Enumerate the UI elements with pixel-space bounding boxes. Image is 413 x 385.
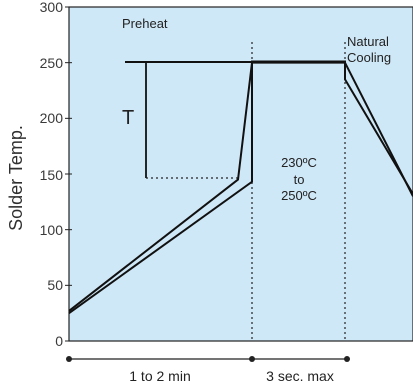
plot-area [65, 6, 413, 342]
series-profile-lower [68, 61, 413, 312]
temperature-range-line1: 230ºC [281, 155, 317, 170]
y-tick-labels: 0 50 100 150 200 250 300 [40, 0, 64, 349]
preheat-label: Preheat [122, 16, 168, 31]
y-tick-200: 200 [40, 110, 64, 126]
time-axis-end-dot [344, 356, 350, 362]
temperature-range-line3: 250ºC [281, 188, 317, 203]
time-axis-mid-dot [249, 356, 255, 362]
natural-cooling-label-line1: Natural [347, 34, 389, 49]
temperature-range-line2: to [294, 172, 305, 187]
y-tick-300: 300 [40, 0, 64, 15]
natural-cooling-label-line2: Cooling [347, 50, 391, 65]
time-axis-left-label: 1 to 2 min [129, 368, 190, 384]
y-tick-50: 50 [47, 277, 63, 293]
t-label: T [122, 107, 134, 129]
time-axis-right-label: 3 sec. max [266, 368, 334, 384]
series-profile-upper [68, 60, 413, 314]
y-tick-0: 0 [55, 333, 63, 349]
y-tick-150: 150 [40, 167, 64, 183]
y-axis-title: Solder Temp. [6, 125, 26, 231]
y-tick-250: 250 [40, 55, 64, 71]
time-axis-start-dot [66, 356, 72, 362]
y-tick-100: 100 [40, 222, 64, 238]
bottom-time-axis: 1 to 2 min 3 sec. max [66, 356, 350, 384]
annotations: Preheat Natural Cooling T 230ºC to 250ºC [122, 16, 391, 203]
